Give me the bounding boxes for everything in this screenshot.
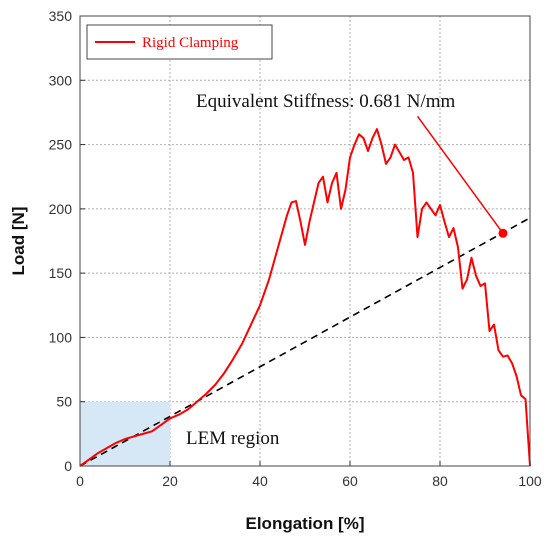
stiffness-annotation-arrow (416, 115, 504, 234)
x-axis-ticks: 0 20 40 60 80 100 (76, 461, 542, 489)
legend-label-rigid-clamping: Rigid Clamping (142, 35, 239, 51)
y-tick-label: 250 (49, 137, 73, 153)
y-tick-label: 100 (49, 329, 73, 345)
y-tick-label: 350 (49, 8, 73, 24)
plot-frame (79, 15, 531, 467)
y-tick-label: 0 (64, 458, 72, 474)
legend: Rigid Clamping (86, 24, 273, 60)
y-tick-label: 150 (49, 265, 73, 281)
x-tick-label: 0 (76, 473, 84, 489)
y-tick-label: 50 (56, 394, 72, 410)
x-tick-label: 80 (432, 473, 448, 489)
x-tick-label: 20 (162, 473, 178, 489)
x-tick-label: 100 (518, 473, 542, 489)
stiffness-marker-point (498, 228, 508, 238)
y-tick-label: 200 (49, 201, 73, 217)
equivalent-stiffness-line (79, 217, 531, 467)
y-axis-ticks: 0 50 100 150 200 250 300 350 (49, 8, 85, 474)
lem-region-label: LEM region (186, 428, 280, 449)
grid (80, 16, 530, 466)
x-tick-label: 40 (252, 473, 268, 489)
stiffness-annotation-label: Equivalent Stiffness: 0.681 N/mm (196, 91, 456, 112)
x-axis-title: Elongation [%] (246, 514, 365, 533)
x-tick-label: 60 (342, 473, 358, 489)
y-tick-label: 300 (49, 72, 73, 88)
series-line-rigid-clamping (79, 128, 531, 467)
y-axis-title: Load [N] (9, 207, 28, 276)
